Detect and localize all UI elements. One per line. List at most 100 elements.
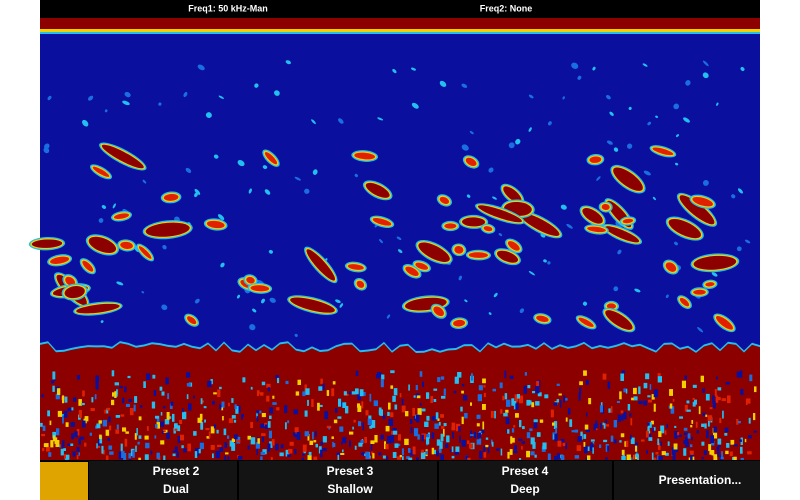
bottom-noise: [714, 389, 717, 397]
bottom-noise: [396, 456, 402, 460]
bottom-noise: [144, 435, 149, 440]
bottom-noise: [727, 395, 731, 404]
bottom-noise: [368, 415, 372, 419]
water-speckle: [683, 117, 690, 123]
bottom-noise: [504, 393, 508, 400]
bottom-noise: [603, 439, 608, 443]
bottom-noise: [388, 402, 391, 410]
bottom-noise: [164, 419, 170, 425]
bottom-noise: [621, 449, 625, 456]
bottom-noise: [168, 416, 172, 419]
bottom-noise: [277, 377, 280, 384]
bottom-noise: [269, 407, 273, 414]
bottom-noise: [67, 407, 72, 412]
bottom-noise: [401, 398, 404, 406]
bottom-noise: [729, 451, 733, 457]
echo-core: [405, 266, 419, 277]
water-speckle: [647, 121, 652, 126]
bottom-noise: [443, 388, 446, 396]
bottom-noise: [355, 370, 359, 376]
bottom-noise: [716, 376, 718, 380]
bottom-noise: [600, 402, 603, 408]
bottom-noise: [224, 455, 227, 461]
bottom-noise: [352, 426, 354, 430]
bottom-noise: [390, 434, 394, 443]
bottom-noise: [425, 450, 428, 455]
bottom-noise: [740, 389, 744, 395]
bottom-noise: [124, 438, 128, 447]
bottom-noise: [108, 445, 113, 450]
water-speckle: [674, 162, 679, 166]
water-speckle: [392, 68, 397, 74]
water-speckle: [100, 320, 104, 324]
echo-core: [520, 213, 560, 236]
water-speckle: [469, 131, 474, 135]
echo-core: [679, 297, 690, 307]
bottom-noise: [648, 399, 652, 403]
water-speckle: [294, 176, 301, 181]
water-speckle: [642, 63, 648, 67]
water-speckle: [592, 66, 596, 71]
bottom-noise: [231, 398, 234, 403]
bottom-noise: [161, 430, 164, 434]
bottom-noise: [382, 455, 386, 459]
bottom-noise: [266, 395, 270, 402]
softkey[interactable]: Presentation...: [614, 461, 760, 500]
bottom-noise: [600, 423, 602, 430]
bottom-noise: [106, 408, 109, 414]
water-speckle: [547, 121, 552, 126]
bottom-noise: [279, 452, 284, 457]
bottom-noise: [711, 450, 715, 456]
bottom-noise: [280, 444, 284, 449]
bottom-noise: [683, 427, 688, 431]
softkey-back[interactable]: [40, 462, 88, 500]
bottom-noise: [610, 406, 613, 413]
bottom-noise: [81, 403, 85, 406]
echo-core: [587, 226, 606, 233]
water-speckle: [162, 244, 167, 250]
bottom-noise: [718, 445, 721, 448]
bottom-noise: [391, 430, 395, 435]
bottom-noise: [569, 419, 573, 427]
bottom-noise: [326, 390, 330, 396]
bottom-noise: [390, 385, 394, 389]
bottom-noise: [102, 419, 107, 427]
bottom-noise: [382, 415, 386, 420]
bottom-noise: [118, 451, 123, 460]
bottom-noise: [401, 448, 404, 456]
softkey[interactable]: Preset 4 Deep: [439, 461, 612, 500]
bottom-noise: [357, 405, 362, 412]
bottom-noise: [238, 405, 241, 413]
bottom-noise: [242, 377, 246, 383]
bottom-noise: [241, 414, 244, 417]
bottom-noise: [677, 434, 682, 437]
water-speckle: [44, 143, 50, 150]
echo-core: [536, 315, 549, 322]
bottom-noise: [431, 447, 435, 455]
bottom-noise: [465, 455, 469, 464]
bottom-noise: [193, 395, 195, 399]
bottom-noise: [519, 420, 522, 428]
bottom-noise: [725, 382, 730, 385]
bottom-noise: [690, 444, 693, 448]
bottom-noise: [332, 441, 334, 448]
bottom-noise: [653, 389, 658, 398]
softkey[interactable]: Preset 3 Shallow: [239, 461, 437, 500]
bottom-noise: [638, 400, 643, 405]
bottom-noise: [349, 440, 351, 448]
softkey[interactable]: Preset 2 Dual: [89, 461, 237, 500]
bottom-noise: [359, 389, 364, 397]
bottom-noise: [507, 429, 510, 434]
bottom-noise: [419, 371, 423, 377]
bottom-noise: [223, 428, 227, 436]
bottom-noise: [331, 436, 334, 439]
water-speckle: [458, 275, 462, 281]
bottom-noise: [228, 402, 230, 407]
bottom-noise: [519, 395, 524, 404]
bottom-noise: [256, 410, 260, 414]
bottom-noise: [684, 375, 687, 380]
bottom-noise: [408, 448, 411, 453]
bottom-noise: [544, 394, 549, 399]
bottom-noise: [511, 428, 515, 433]
bottom-noise: [199, 413, 203, 421]
